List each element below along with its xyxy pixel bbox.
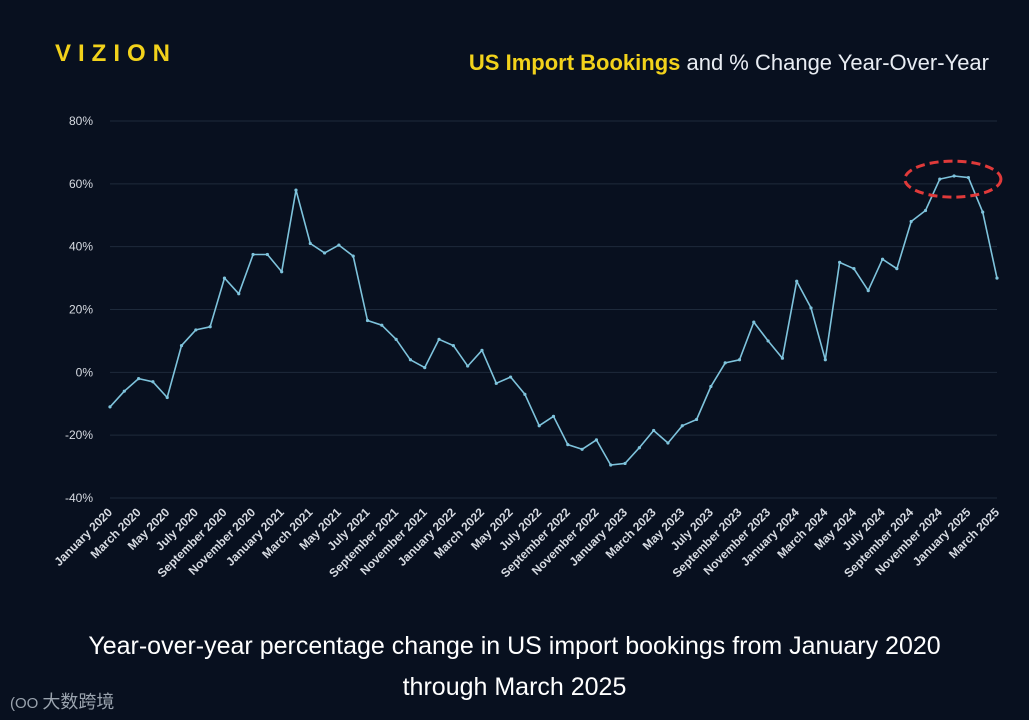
data-point (637, 446, 641, 450)
data-point (165, 395, 169, 400)
data-point (108, 405, 112, 409)
data-point (737, 358, 742, 362)
data-point (966, 175, 970, 180)
title-highlight: US Import Bookings (468, 50, 681, 75)
data-point (480, 348, 484, 352)
data-point (938, 177, 942, 181)
data-point (194, 328, 198, 332)
data-point (394, 337, 398, 341)
data-point (437, 337, 441, 341)
data-point (523, 392, 527, 396)
data-point (380, 323, 384, 327)
caption-line-1: Year-over-year percentage change in US i… (88, 632, 941, 660)
data-point (909, 219, 913, 224)
y-tick-label: -20% (65, 428, 93, 442)
y-tick-label: 0% (76, 365, 94, 379)
data-point (423, 366, 427, 370)
chart-title: US Import Bookings and % Change Year-Ove… (469, 50, 989, 76)
watermark-mark: (OO (10, 695, 39, 712)
data-point (766, 339, 770, 343)
series-line (109, 175, 998, 466)
data-point (451, 344, 455, 348)
data-point (122, 389, 126, 393)
watermark-text: 大数跨境 (42, 692, 115, 712)
data-point (508, 375, 513, 379)
data-point (365, 318, 370, 323)
data-point (265, 252, 269, 257)
data-point (537, 424, 541, 428)
data-point (923, 208, 928, 213)
data-point (680, 424, 684, 428)
data-point (466, 364, 470, 368)
data-point (408, 358, 413, 362)
data-point (895, 267, 899, 271)
data-point (222, 276, 227, 280)
y-tick-label: 40% (69, 240, 93, 254)
data-point (795, 279, 799, 283)
data-point (823, 358, 827, 362)
title-rest: and % Change Year-Over-Year (680, 50, 989, 75)
y-tick-label: 60% (69, 177, 93, 191)
data-point (566, 442, 570, 447)
data-point (623, 461, 627, 466)
data-point (594, 438, 599, 442)
data-point (237, 292, 241, 296)
data-point (337, 243, 341, 247)
data-point (179, 344, 184, 348)
data-point (137, 377, 141, 381)
caption-line-2: through March 2025 (402, 673, 627, 701)
data-point (652, 428, 656, 433)
data-point (294, 188, 298, 192)
data-point (981, 210, 985, 214)
data-point (666, 441, 670, 445)
data-point (723, 361, 727, 365)
line-chart: 80%60%40%20%0%-20%-40%January 2020March … (51, 114, 1003, 580)
data-point (322, 251, 327, 255)
data-point (308, 241, 312, 246)
data-point (208, 325, 212, 329)
y-tick-label: 20% (69, 303, 93, 317)
data-point (280, 270, 284, 274)
vizion-logo: VIZION (55, 40, 178, 67)
data-point (709, 384, 713, 389)
peak-annotation-ellipse (903, 159, 1003, 199)
watermark: (OO 大数跨境 (10, 688, 114, 714)
data-point (809, 306, 813, 310)
y-tick-label: 80% (69, 114, 93, 128)
data-point (609, 463, 613, 467)
data-point (351, 254, 355, 258)
data-point (752, 320, 756, 324)
y-tick-label: -40% (65, 491, 93, 505)
data-point (838, 260, 842, 264)
data-point (151, 380, 155, 384)
data-point (251, 252, 255, 257)
data-point (780, 356, 785, 360)
data-point (880, 257, 885, 261)
data-point (494, 381, 498, 385)
figure-caption: Year-over-year percentage change in US i… (0, 626, 1029, 708)
data-point (852, 267, 856, 271)
data-point (995, 276, 999, 280)
data-point (551, 414, 556, 418)
data-point (580, 447, 584, 451)
data-point (866, 289, 870, 293)
data-point (694, 417, 699, 422)
data-point (952, 174, 956, 178)
